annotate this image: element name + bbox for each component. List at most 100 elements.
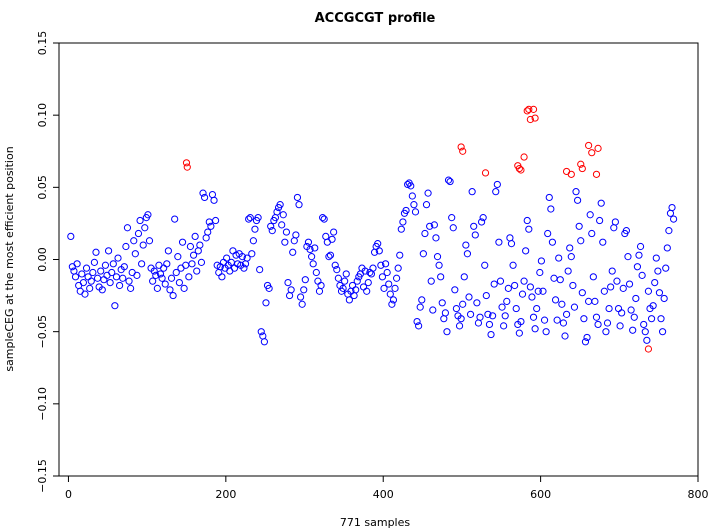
data-point: [605, 304, 613, 313]
data-point: [636, 242, 645, 251]
data-point: [402, 206, 410, 215]
data-point: [111, 302, 119, 310]
data-point: [163, 260, 171, 268]
data-point: [561, 332, 569, 340]
data-point: [119, 274, 127, 282]
data-point: [539, 287, 547, 295]
data-point: [528, 293, 536, 301]
data-point: [257, 328, 265, 336]
data-point: [115, 281, 124, 290]
data-point: [574, 196, 582, 204]
y-tick-label: −0.10: [36, 387, 49, 421]
data-point: [363, 287, 371, 295]
data-point: [468, 188, 476, 196]
data-point: [186, 242, 195, 251]
data-point: [567, 170, 575, 178]
data-point: [599, 238, 607, 246]
data-point: [460, 273, 468, 281]
data-point: [426, 222, 434, 230]
data-points: [67, 105, 678, 353]
data-point: [647, 315, 656, 323]
y-tick-label: 0.00: [36, 247, 49, 272]
data-point: [342, 270, 350, 278]
data-point: [89, 268, 97, 277]
data-point: [73, 260, 81, 268]
data-point: [511, 281, 519, 290]
data-point: [295, 201, 303, 209]
data-point: [183, 163, 191, 171]
data-point: [273, 208, 281, 216]
data-point: [515, 329, 523, 337]
data-point: [489, 312, 497, 320]
data-point: [427, 277, 435, 285]
data-point: [144, 211, 152, 219]
data-point: [352, 286, 360, 294]
data-point: [397, 225, 405, 233]
data-point: [98, 286, 106, 294]
data-point: [476, 313, 484, 321]
data-point: [223, 254, 231, 262]
data-point: [575, 222, 583, 230]
data-point: [218, 273, 226, 281]
data-point: [245, 215, 253, 223]
data-point: [171, 215, 179, 223]
data-point: [627, 306, 635, 314]
data-point: [169, 291, 177, 300]
data-point: [534, 287, 542, 295]
data-point: [663, 244, 671, 252]
data-point: [298, 300, 306, 308]
data-point: [441, 309, 449, 317]
data-point: [583, 333, 591, 342]
data-point: [504, 284, 512, 292]
data-point: [581, 338, 590, 346]
data-point: [97, 267, 105, 275]
data-point: [430, 221, 438, 229]
data-point: [422, 201, 431, 209]
data-point: [523, 216, 531, 225]
x-tick-label: 0: [65, 488, 72, 501]
data-point: [433, 253, 442, 261]
data-point: [435, 261, 443, 269]
data-point: [383, 268, 391, 277]
data-point: [562, 310, 571, 318]
data-point: [517, 166, 525, 174]
data-point: [465, 293, 473, 301]
data-point: [635, 251, 643, 259]
data-point: [572, 188, 580, 196]
data-point: [267, 222, 275, 230]
data-point: [473, 299, 481, 307]
data-point: [619, 284, 627, 292]
data-point: [210, 196, 218, 204]
x-tick-label: 200: [215, 488, 236, 501]
data-point: [281, 238, 289, 246]
x-tick-label: 600: [530, 488, 551, 501]
data-point: [265, 284, 273, 292]
data-point: [437, 273, 445, 281]
data-point: [141, 224, 149, 232]
data-point: [487, 330, 495, 339]
data-point: [178, 238, 187, 246]
data-point: [457, 315, 465, 323]
data-point: [481, 169, 490, 177]
data-point: [331, 261, 339, 269]
data-point: [246, 214, 254, 222]
data-point: [517, 317, 525, 326]
data-point: [564, 267, 572, 275]
data-point: [654, 267, 662, 275]
data-point: [449, 224, 457, 232]
data-point: [482, 291, 490, 300]
data-point: [596, 216, 604, 225]
data-point: [566, 244, 574, 252]
data-point: [498, 303, 506, 311]
data-point: [81, 290, 89, 298]
data-point: [444, 176, 453, 184]
data-point: [130, 237, 138, 245]
series-normal: [67, 176, 678, 346]
y-tick-label: 0.10: [36, 103, 49, 128]
data-point: [284, 278, 292, 287]
data-point: [471, 231, 479, 239]
data-point: [544, 229, 552, 238]
data-point: [399, 218, 407, 226]
data-point: [500, 322, 508, 330]
